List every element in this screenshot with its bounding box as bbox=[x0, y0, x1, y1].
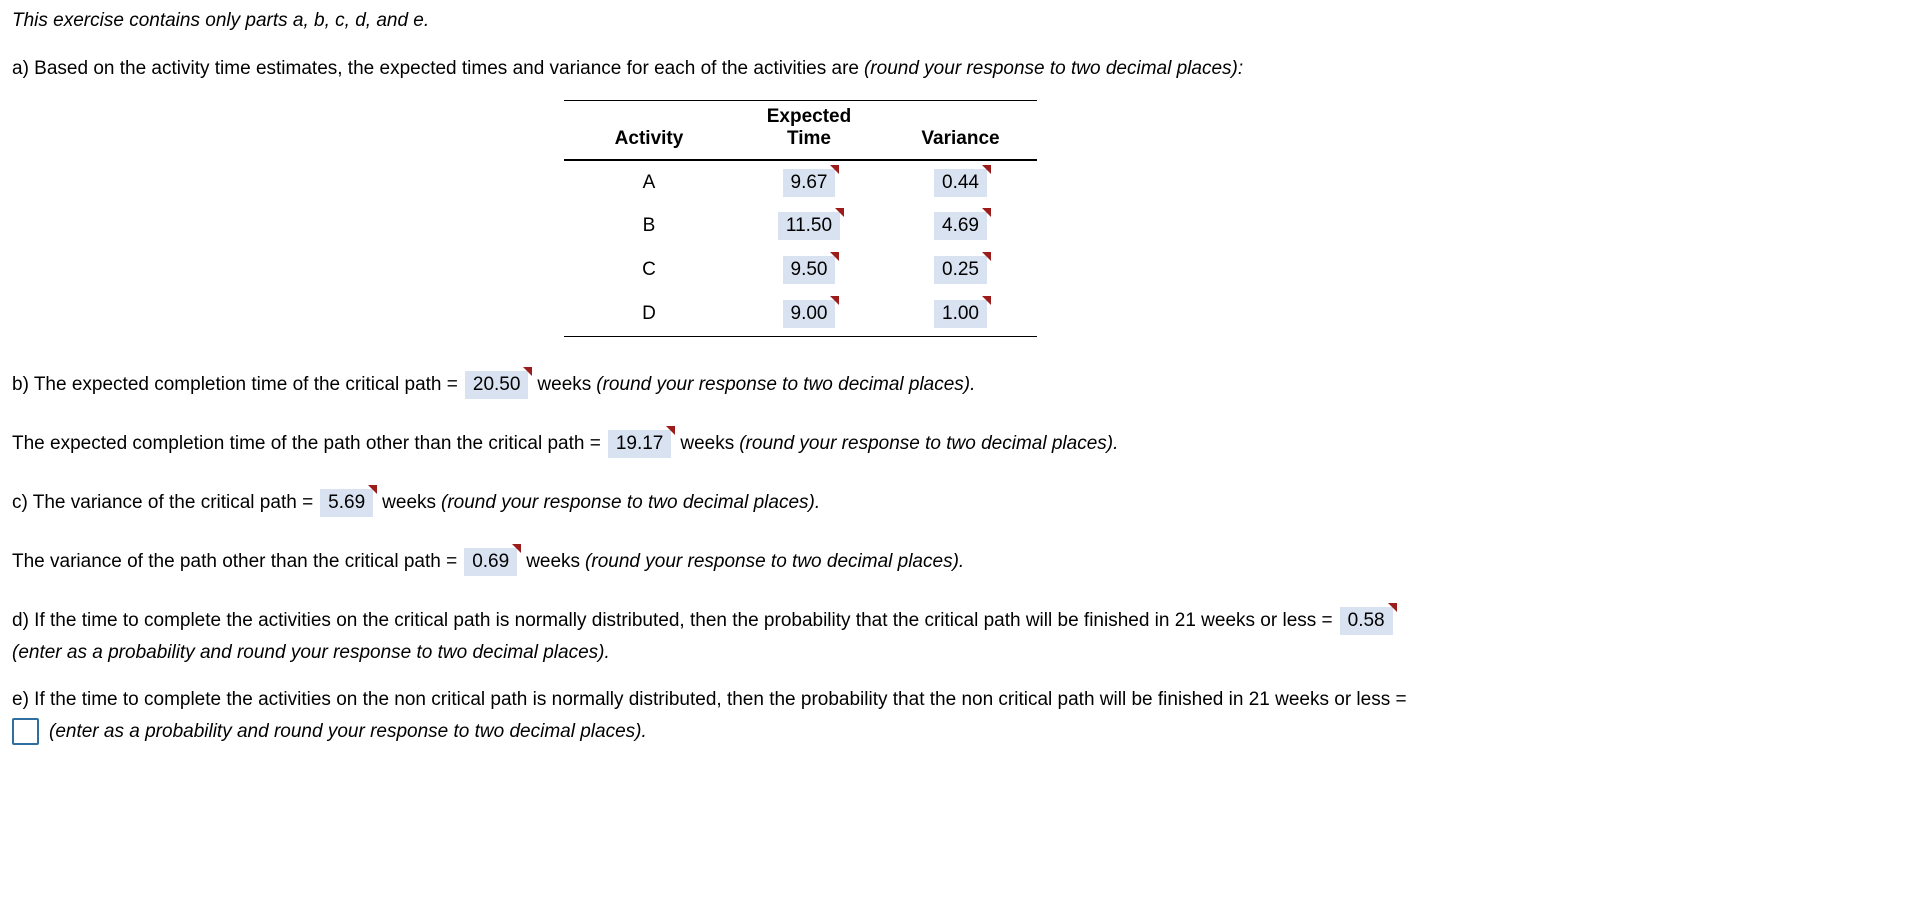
part-d-statement: d) If the time to complete the activitie… bbox=[12, 602, 1908, 635]
answer-value: 0.58 bbox=[1347, 609, 1385, 631]
correct-answer-flag-icon bbox=[830, 252, 840, 261]
answer-variance-d[interactable]: 1.00 bbox=[934, 295, 991, 328]
activity-label: B bbox=[642, 215, 656, 236]
answer-value: 9.00 bbox=[790, 302, 828, 324]
correct-answer-flag-icon bbox=[835, 208, 845, 217]
correct-answer-flag-icon bbox=[512, 543, 522, 553]
answer-variance-b[interactable]: 4.69 bbox=[934, 208, 991, 240]
part-c-line1-text: c) The variance of the critical path = bbox=[12, 491, 314, 513]
answer-value: 0.69 bbox=[472, 550, 510, 572]
non-critical-probability-input[interactable] bbox=[12, 717, 39, 745]
activity-label: A bbox=[642, 171, 656, 193]
answer-value: 4.69 bbox=[942, 215, 979, 236]
col-header-time: Time bbox=[786, 128, 831, 149]
part-b-critical-line: b) The expected completion time of the c… bbox=[12, 366, 1908, 399]
table-row-d: D 9.00 1.00 bbox=[564, 292, 1037, 336]
part-d-note: (enter as a probability and round your r… bbox=[12, 641, 610, 663]
part-b-line2-text: The expected completion time of the path… bbox=[12, 432, 601, 454]
answer-value: 20.50 bbox=[472, 373, 521, 395]
part-e-answer-row: (enter as a probability and round your r… bbox=[12, 717, 1908, 745]
answer-value: 19.17 bbox=[615, 432, 664, 454]
answer-expected-time-a[interactable]: 9.67 bbox=[782, 164, 840, 197]
activity-label: C bbox=[642, 259, 656, 280]
part-e-statement: e) If the time to complete the activitie… bbox=[12, 688, 1407, 710]
col-header-variance: Variance bbox=[921, 128, 1000, 149]
units-label: weeks bbox=[382, 491, 437, 513]
part-c-line1-note: (round your response to two decimal plac… bbox=[441, 491, 821, 513]
activity-table-wrapper: Expected Activity Time Variance A 9.67 0… bbox=[564, 100, 1908, 337]
answer-expected-time-c[interactable]: 9.50 bbox=[782, 252, 840, 284]
units-label: weeks bbox=[526, 550, 581, 572]
correct-answer-flag-icon bbox=[981, 208, 991, 217]
part-d-text: d) If the time to complete the activitie… bbox=[12, 609, 1333, 631]
intro-line: This exercise contains only parts a, b, … bbox=[12, 10, 430, 31]
units-label: weeks bbox=[680, 432, 735, 454]
answer-value: 9.67 bbox=[790, 171, 828, 193]
correct-answer-flag-icon bbox=[368, 484, 378, 494]
part-b-other-path-line: The expected completion time of the path… bbox=[12, 425, 1908, 458]
col-header-expected: Expected bbox=[766, 106, 852, 127]
answer-value: 5.69 bbox=[328, 491, 366, 513]
part-a-text: a) Based on the activity time estimates,… bbox=[12, 58, 859, 79]
answer-value: 11.50 bbox=[785, 215, 833, 236]
correct-answer-flag-icon bbox=[830, 295, 840, 305]
answer-critical-path-variance[interactable]: 5.69 bbox=[320, 484, 378, 517]
answer-value: 0.44 bbox=[942, 171, 979, 193]
answer-value: 0.25 bbox=[942, 259, 979, 280]
answer-variance-c[interactable]: 0.25 bbox=[934, 252, 991, 284]
units-label: weeks bbox=[537, 373, 592, 395]
part-c-critical-line: c) The variance of the critical path = 5.… bbox=[12, 484, 1908, 517]
activity-label: D bbox=[642, 302, 656, 324]
table-row-a: A 9.67 0.44 bbox=[564, 160, 1037, 204]
answer-other-path-completion-time[interactable]: 19.17 bbox=[607, 425, 676, 458]
answer-variance-a[interactable]: 0.44 bbox=[934, 164, 991, 197]
part-c-other-path-line: The variance of the path other than the … bbox=[12, 543, 1908, 576]
part-a-statement: a) Based on the activity time estimates,… bbox=[12, 58, 1908, 80]
table-header-row-2: Activity Time Variance bbox=[564, 128, 1037, 160]
part-a-note: (round your response to two decimal plac… bbox=[863, 58, 1244, 79]
answer-other-path-variance[interactable]: 0.69 bbox=[464, 543, 522, 576]
correct-answer-flag-icon bbox=[981, 252, 991, 261]
correct-answer-flag-icon bbox=[981, 295, 991, 305]
answer-critical-completion-time[interactable]: 20.50 bbox=[464, 366, 533, 399]
correct-answer-flag-icon bbox=[523, 366, 533, 376]
correct-answer-flag-icon bbox=[666, 425, 676, 435]
part-b-line2-note: (round your response to two decimal plac… bbox=[739, 432, 1119, 454]
part-b-line1-note: (round your response to two decimal plac… bbox=[596, 373, 976, 395]
answer-expected-time-b[interactable]: 11.50 bbox=[777, 208, 845, 240]
col-header-activity: Activity bbox=[614, 128, 684, 149]
table-row-c: C 9.50 0.25 bbox=[564, 248, 1037, 292]
part-e-note: (enter as a probability and round your r… bbox=[49, 720, 647, 742]
correct-answer-flag-icon bbox=[830, 164, 840, 174]
activity-table: Expected Activity Time Variance A 9.67 0… bbox=[564, 100, 1037, 337]
part-c-line2-note: (round your response to two decimal plac… bbox=[585, 550, 965, 572]
answer-value: 9.50 bbox=[790, 259, 828, 280]
answer-expected-time-d[interactable]: 9.00 bbox=[782, 295, 840, 328]
answer-critical-path-probability[interactable]: 0.58 bbox=[1339, 602, 1397, 635]
correct-answer-flag-icon bbox=[1387, 602, 1397, 612]
table-header-row-1: Expected bbox=[564, 101, 1037, 129]
part-c-line2-text: The variance of the path other than the … bbox=[12, 550, 458, 572]
answer-value: 1.00 bbox=[942, 302, 979, 324]
part-b-line1-text: b) The expected completion time of the c… bbox=[12, 373, 458, 395]
correct-answer-flag-icon bbox=[981, 164, 991, 174]
table-row-b: B 11.50 4.69 bbox=[564, 204, 1037, 248]
